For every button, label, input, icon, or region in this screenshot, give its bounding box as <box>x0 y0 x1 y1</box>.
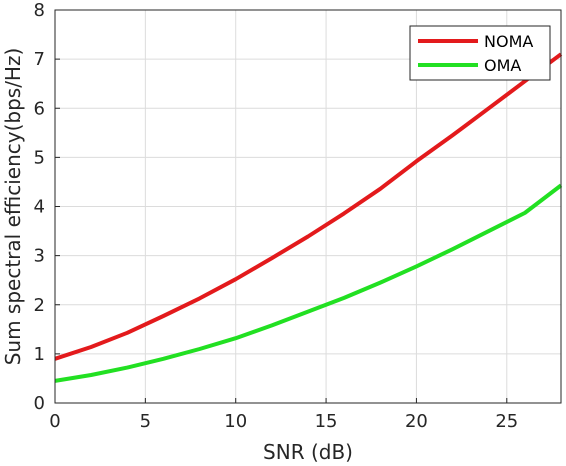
series-lines <box>54 52 563 383</box>
x-tick-label: 5 <box>140 411 151 432</box>
x-tick-label: 0 <box>49 411 60 432</box>
y-tick-label: 4 <box>34 197 45 218</box>
y-tick-label: 8 <box>34 0 45 21</box>
y-tick-label: 2 <box>34 295 45 316</box>
y-tick-label: 3 <box>34 246 45 267</box>
y-tick-label: 0 <box>34 393 45 414</box>
y-tick-label: 6 <box>34 98 45 119</box>
y-tick-label: 7 <box>34 49 45 70</box>
series-line-noma <box>54 52 563 361</box>
x-axis-ticks: 0 5 10 15 20 25 <box>49 398 518 432</box>
legend: NOMA OMA <box>409 25 551 81</box>
x-tick-label: 15 <box>315 411 338 432</box>
y-axis-ticks: 0 1 2 3 4 5 6 7 8 <box>34 0 60 414</box>
x-tick-label: 25 <box>495 411 518 432</box>
legend-label-oma: OMA <box>484 56 521 75</box>
legend-box <box>409 25 551 81</box>
y-axis-label: Sum spectral efficiency(bps/Hz) <box>1 48 25 366</box>
x-axis-label: SNR (dB) <box>263 440 353 464</box>
series-line-oma <box>54 183 563 383</box>
x-tick-label: 20 <box>405 411 428 432</box>
legend-label-noma: NOMA <box>484 32 533 51</box>
y-tick-label: 5 <box>34 147 45 168</box>
x-tick-label: 10 <box>224 411 247 432</box>
y-tick-label: 1 <box>34 344 45 365</box>
